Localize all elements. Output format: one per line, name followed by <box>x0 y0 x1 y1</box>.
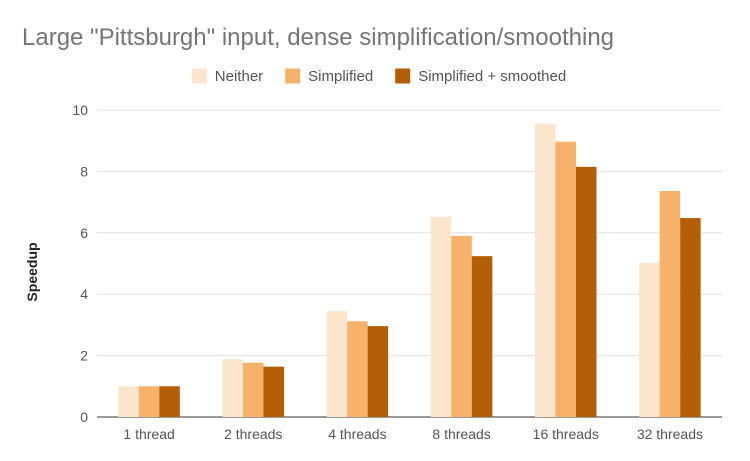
bar-simplified-smoothed-1-thread <box>159 386 180 417</box>
y-tick-label: 6 <box>80 225 88 241</box>
y-tick-label: 4 <box>80 286 88 302</box>
bar-neither-4-threads <box>326 311 348 417</box>
bar-neither-2-threads <box>222 359 243 417</box>
bar-simplified-2-threads <box>243 362 264 417</box>
gridlines <box>97 109 722 418</box>
legend-swatch-neither <box>191 68 207 84</box>
y-axis-label: Speedup <box>24 242 40 301</box>
bars <box>118 123 701 417</box>
bar-neither-1-thread <box>118 386 139 417</box>
bar-simplified-smoothed-16-threads <box>576 166 597 417</box>
legend-label-simplified-smoothed: Simplified + smoothed <box>418 68 566 85</box>
x-tick-label: 4 threads <box>328 426 386 442</box>
x-tick-label: 32 threads <box>637 426 703 442</box>
x-tick-label: 2 threads <box>224 426 282 442</box>
legend-swatch-simplified-smoothed <box>395 68 411 84</box>
y-tick-label: 0 <box>80 409 88 425</box>
bar-simplified-smoothed-2-threads <box>263 366 284 417</box>
bar-simplified-smoothed-32-threads <box>680 218 701 417</box>
x-tick-label: 1 thread <box>123 426 174 442</box>
y-tick-label: 8 <box>80 163 88 179</box>
bar-neither-16-threads <box>535 123 556 417</box>
bar-simplified-32-threads <box>659 191 681 417</box>
bar-neither-8-threads <box>430 216 452 417</box>
legend-label-neither: Neither <box>215 68 263 85</box>
x-axis-ticks: 1 thread 2 threads 4 threads 8 threads 16 th… <box>123 426 703 442</box>
bar-simplified-8-threads <box>451 235 472 417</box>
legend-swatch-simplified <box>285 68 301 84</box>
legend-label-simplified: Simplified <box>308 68 373 85</box>
bar-simplified-1-thread <box>138 386 160 417</box>
y-tick-label: 2 <box>80 348 88 364</box>
y-axis-ticks: 0 2 4 6 8 10 <box>72 102 88 425</box>
bar-simplified-smoothed-4-threads <box>367 326 389 417</box>
bar-simplified-smoothed-8-threads <box>471 256 493 417</box>
bar-simplified-4-threads <box>347 321 368 417</box>
bar-neither-32-threads <box>639 262 660 417</box>
bar-simplified-16-threads <box>555 141 576 417</box>
x-tick-label: 16 threads <box>533 426 599 442</box>
chart-title: Large "Pittsburgh" input, dense simplifi… <box>22 24 614 51</box>
x-tick-label: 8 threads <box>432 426 490 442</box>
y-tick-label: 10 <box>72 102 88 118</box>
legend: Neither Simplified Simplified + smoothed <box>191 68 566 85</box>
